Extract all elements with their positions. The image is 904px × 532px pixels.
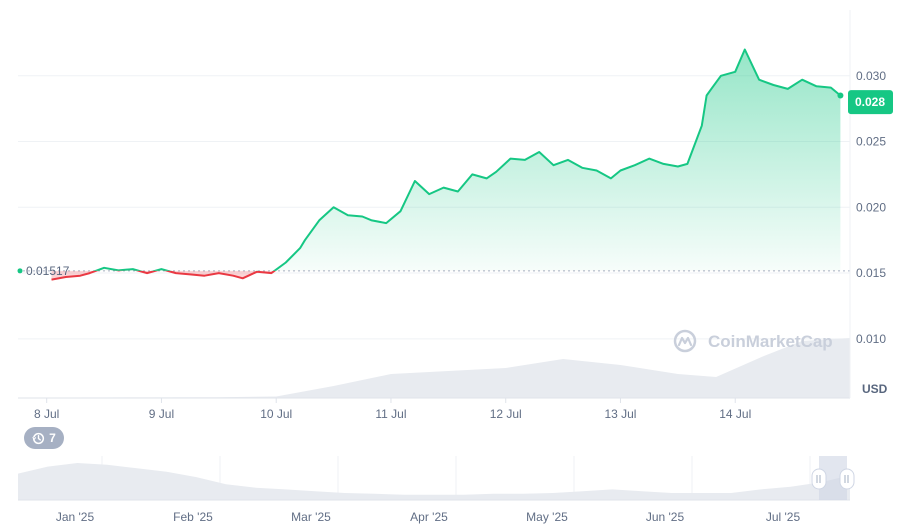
y-axis-ticks: 0.010 0.015 0.020 0.025 0.030 xyxy=(856,69,886,346)
x-axis-ticks: 8 Jul 9 Jul 10 Jul 11 Jul 12 Jul 13 Jul 14 Jul xyxy=(34,398,751,421)
navigator-chart[interactable]: Jan '25 Feb '25 Mar '25 Apr '25 May '25 Jun '… xyxy=(0,440,904,532)
history-count: 7 xyxy=(49,431,56,445)
navigator-tick-label: Feb '25 xyxy=(173,510,213,524)
current-price-pill: 0.028 xyxy=(848,90,893,115)
price-area-above xyxy=(51,49,841,271)
reference-value-label: 0.01517 xyxy=(26,264,70,278)
volume-area xyxy=(18,338,850,398)
navigator-tick-label: Mar '25 xyxy=(291,510,331,524)
x-tick-label: 10 Jul xyxy=(260,407,292,421)
price-line-below xyxy=(51,270,277,281)
y-tick-label: 0.025 xyxy=(856,135,886,149)
navigator-tick-label: Jun '25 xyxy=(646,510,685,524)
navigator-tick-label: Jan '25 xyxy=(56,510,95,524)
x-tick-label: 11 Jul xyxy=(375,407,406,421)
navigator-left-handle[interactable] xyxy=(811,468,827,490)
navigator-tick-label: May '25 xyxy=(526,510,568,524)
x-tick-label: 12 Jul xyxy=(490,407,522,421)
navigator-tick-label: Apr '25 xyxy=(410,510,448,524)
navigator-x-ticks: Jan '25 Feb '25 Mar '25 Apr '25 May '25 Jun '… xyxy=(56,510,801,524)
x-tick-label: 9 Jul xyxy=(149,407,174,421)
currency-label: USD xyxy=(862,382,888,396)
watermark-text: CoinMarketCap xyxy=(708,332,833,351)
y-tick-label: 0.015 xyxy=(856,266,886,280)
price-line-above xyxy=(93,48,842,271)
x-tick-label: 8 Jul xyxy=(34,407,59,421)
current-price-pill-bg xyxy=(848,90,893,115)
y-tick-label: 0.020 xyxy=(856,200,886,214)
coinmarketcap-logo-icon xyxy=(673,329,697,353)
history-badge[interactable]: 7 xyxy=(24,427,64,449)
current-price-dot xyxy=(837,92,844,99)
navigator-series xyxy=(18,463,850,500)
reference-dot xyxy=(17,268,23,274)
history-icon xyxy=(32,432,45,444)
current-price-label: 0.028 xyxy=(855,95,885,109)
y-tick-label: 0.010 xyxy=(856,332,886,346)
x-tick-label: 14 Jul xyxy=(719,407,751,421)
navigator-right-handle[interactable] xyxy=(839,468,855,490)
y-tick-label: 0.030 xyxy=(856,69,886,83)
navigator-tick-label: Jul '25 xyxy=(766,510,801,524)
watermark: CoinMarketCap xyxy=(673,329,833,353)
price-chart[interactable]: 0.01517 0.010 0.015 0.020 0.025 0.030 8 Jul 9… xyxy=(0,0,904,430)
x-tick-label: 13 Jul xyxy=(604,407,636,421)
